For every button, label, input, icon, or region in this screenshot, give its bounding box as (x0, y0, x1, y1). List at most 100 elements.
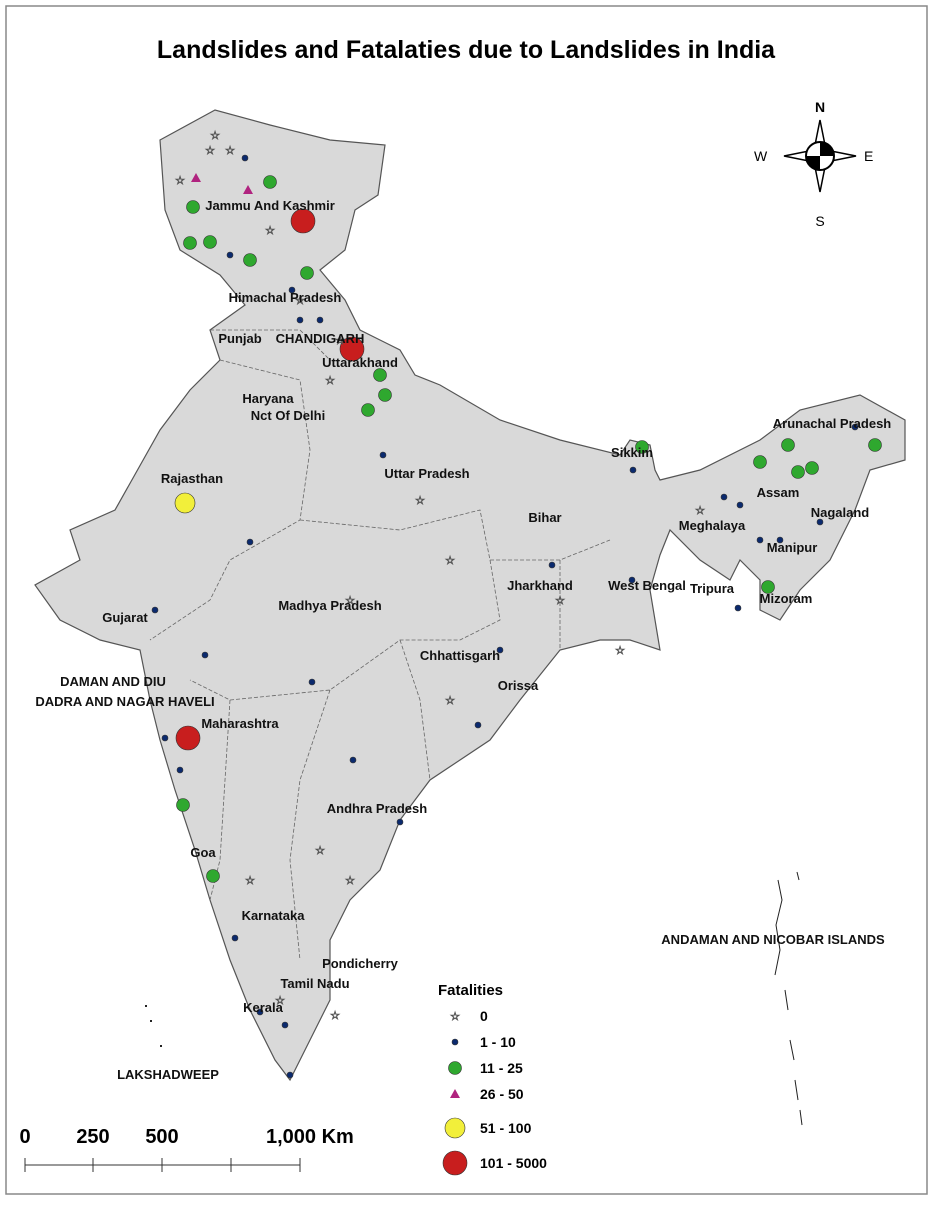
state-label: Nagaland (811, 505, 870, 520)
scale-bar: 0 250 500 1,000 Km (19, 1126, 354, 1172)
state-label: Orissa (498, 678, 539, 693)
circle-symbol (628, 576, 636, 584)
circle-symbol (316, 316, 324, 324)
circle-symbol (174, 492, 196, 514)
legend-label: 0 (480, 1008, 488, 1024)
state-label: Rajasthan (161, 471, 223, 486)
star-symbol: ☆ (175, 175, 185, 187)
state-label: Kerala (243, 1000, 284, 1015)
state-label: Sikkim (611, 445, 653, 460)
triangle-symbol (243, 185, 253, 194)
circle-symbol (290, 208, 316, 234)
legend-title: Fatalities (438, 982, 503, 999)
circle-symbol (629, 466, 637, 474)
state-label: ANDAMAN AND NICOBAR ISLANDS (661, 932, 885, 947)
state-label: West Bengal (608, 578, 686, 593)
star-symbol: ☆ (275, 995, 285, 1007)
circle-symbol (373, 368, 387, 382)
star-symbol: ☆ (450, 1011, 460, 1023)
star-symbol: ☆ (205, 145, 215, 157)
circle-symbol (753, 455, 767, 469)
circle-symbol (444, 1117, 466, 1139)
star-symbol: ☆ (345, 595, 355, 607)
star-symbol: ☆ (335, 335, 345, 347)
star-symbol: ☆ (555, 595, 565, 607)
circle-symbol (474, 721, 482, 729)
star-symbol: ☆ (330, 1010, 340, 1022)
circle-symbol (226, 251, 234, 259)
andaman-islands (774, 871, 803, 1126)
state-label: Haryana (242, 391, 294, 406)
star-symbol: ☆ (415, 495, 425, 507)
state-label: Assam (757, 485, 800, 500)
legend-label: 51 - 100 (480, 1120, 532, 1136)
legend-label: 1 - 10 (480, 1034, 516, 1050)
circle-symbol (186, 200, 200, 214)
compass-east: E (864, 148, 873, 164)
state-label: Uttar Pradesh (384, 466, 469, 481)
circle-symbol (816, 518, 824, 526)
map-title: Landslides and Fatalaties due to Landsli… (157, 36, 776, 64)
india-outline (34, 109, 906, 1082)
scale-label: 250 (76, 1126, 109, 1148)
state-label: Gujarat (102, 610, 148, 625)
state-label: Andhra Pradesh (327, 801, 427, 816)
circle-symbol (288, 286, 296, 294)
legend-label: 11 - 25 (480, 1060, 523, 1076)
state-label: Goa (190, 845, 216, 860)
star-symbol: ☆ (295, 295, 305, 307)
circle-symbol (761, 580, 775, 594)
state-label: Jharkhand (507, 578, 573, 593)
state-label: Himachal Pradesh (229, 290, 342, 305)
state-label: Tamil Nadu (280, 976, 349, 991)
compass-north: N (815, 99, 825, 115)
state-label: Meghalaya (679, 518, 746, 533)
circle-symbol (206, 869, 220, 883)
state-label: LAKSHADWEEP (117, 1067, 219, 1082)
star-symbol: ☆ (245, 875, 255, 887)
circle-symbol (776, 536, 784, 544)
state-label: Pondicherry (322, 956, 399, 971)
star-symbol: ☆ (265, 225, 275, 237)
circle-symbol (241, 154, 249, 162)
star-symbol: ☆ (315, 845, 325, 857)
star-symbol: ☆ (210, 130, 220, 142)
state-label: Maharashtra (201, 716, 279, 731)
circle-symbol (243, 253, 257, 267)
star-symbol: ☆ (695, 505, 705, 517)
compass: N S E W (754, 99, 873, 229)
circle-symbol (496, 646, 504, 654)
circle-symbol (805, 461, 819, 475)
circle-symbol (756, 536, 764, 544)
state-label: Nct Of Delhi (251, 408, 325, 423)
circle-symbol (308, 678, 316, 686)
circle-symbol (296, 316, 304, 324)
star-symbol: ☆ (325, 375, 335, 387)
star-symbol: ☆ (445, 555, 455, 567)
circle-symbol (868, 438, 882, 452)
legend-label: 26 - 50 (480, 1086, 524, 1102)
circle-symbol (203, 235, 217, 249)
circle-symbol (451, 1038, 459, 1046)
circle-symbol (379, 451, 387, 459)
state-label: Madhya Pradesh (278, 598, 381, 613)
circle-symbol (176, 798, 190, 812)
compass-south: S (815, 213, 824, 229)
state-label: Uttarakhand (322, 355, 398, 370)
circle-symbol (396, 818, 404, 826)
circle-symbol (263, 175, 277, 189)
circle-symbol (246, 538, 254, 546)
circle-symbol (736, 501, 744, 509)
circle-symbol (176, 766, 184, 774)
legend-label: 101 - 5000 (480, 1155, 547, 1171)
star-symbol: ☆ (225, 145, 235, 157)
circle-symbol (361, 403, 375, 417)
circle-symbol (175, 725, 201, 751)
circle-symbol (339, 336, 365, 362)
circle-symbol (635, 440, 649, 454)
lakshadweep (145, 1005, 162, 1047)
state-label: Bihar (528, 510, 561, 525)
circle-symbol (201, 651, 209, 659)
scale-label: 1,000 Km (266, 1126, 354, 1148)
